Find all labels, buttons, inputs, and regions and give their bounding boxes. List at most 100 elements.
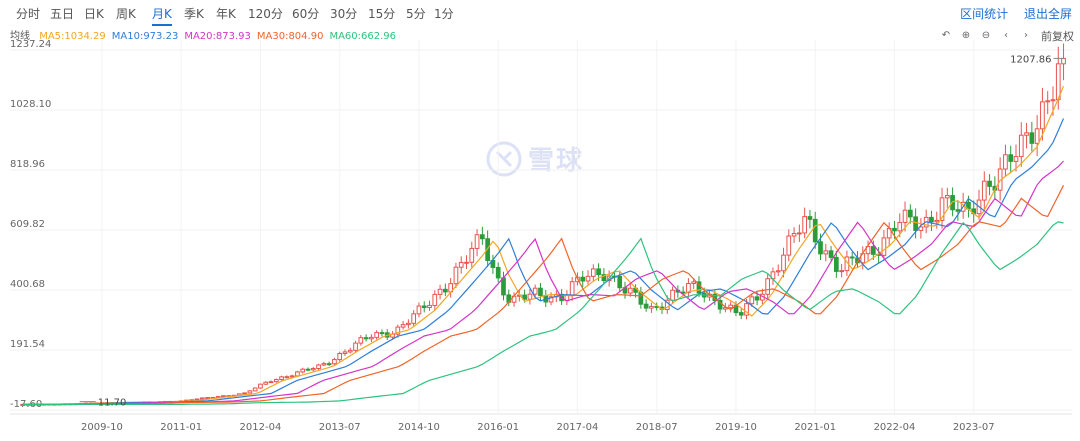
candle-body xyxy=(1013,156,1019,162)
candle-body xyxy=(1040,101,1045,130)
candle-body xyxy=(913,216,918,231)
candle-body xyxy=(643,303,649,309)
candle-body xyxy=(749,296,755,305)
candle-body xyxy=(834,256,839,272)
undo-icon[interactable]: ↶ xyxy=(941,30,951,41)
candle-body xyxy=(416,305,422,315)
x-tick-label: 2012-04 xyxy=(240,422,282,433)
candle-body xyxy=(1008,154,1014,162)
header-links: 区间统计 退出全屏 xyxy=(948,5,1072,22)
tab-4[interactable]: 月K xyxy=(152,5,172,26)
candle-body xyxy=(379,332,385,335)
candle-body xyxy=(252,387,258,392)
minus-icon[interactable]: ⊖ xyxy=(981,30,991,41)
candle-body xyxy=(453,266,459,285)
exit-fullscreen-link[interactable]: 退出全屏 xyxy=(1023,7,1072,21)
candle-body xyxy=(326,363,332,366)
tab-0[interactable]: 分时 xyxy=(16,7,41,21)
candle-body xyxy=(480,234,485,240)
candle-body xyxy=(849,256,855,259)
candle-body xyxy=(295,371,300,377)
ma-legend: 均线 MA5:1034.29 MA10:973.23 MA20:873.93 MA30… xyxy=(10,27,402,42)
candle-body xyxy=(369,336,374,340)
candle-body xyxy=(902,209,908,223)
candle-body xyxy=(406,322,411,326)
right-icon[interactable]: › xyxy=(1024,30,1028,41)
candle-body xyxy=(310,368,316,371)
candle-body xyxy=(548,296,554,303)
left-icon[interactable]: ‹ xyxy=(1004,30,1008,41)
tab-2[interactable]: 日K xyxy=(84,7,104,21)
tab-11[interactable]: 5分 xyxy=(406,7,426,21)
candle-body xyxy=(892,227,897,232)
ma-legend-item-2: MA20:873.93 xyxy=(184,31,251,42)
candle-body xyxy=(485,238,490,261)
candle-body xyxy=(522,294,527,300)
candle-body xyxy=(802,216,808,234)
candle-body xyxy=(1029,132,1035,144)
candle-body xyxy=(744,303,749,316)
candle-body xyxy=(263,381,269,385)
min-label: 11.70 xyxy=(98,398,127,409)
plus-icon[interactable]: ⊕ xyxy=(961,30,971,41)
candle-body xyxy=(929,216,934,223)
ma-legend-item-4: MA60:662.96 xyxy=(329,31,396,42)
candle-body xyxy=(289,375,295,378)
candle-body xyxy=(242,392,247,395)
candle-body xyxy=(823,250,829,255)
candle-body xyxy=(786,235,792,256)
candle-body xyxy=(649,305,654,309)
ma-line-MA60 xyxy=(22,221,1064,405)
tab-7[interactable]: 120分 xyxy=(248,7,283,21)
tab-1[interactable]: 五日 xyxy=(50,7,75,21)
candle-body xyxy=(374,332,380,338)
x-tick-label: 2009-10 xyxy=(81,422,123,433)
candle-body xyxy=(918,226,924,231)
candle-body xyxy=(797,232,802,235)
tab-3[interactable]: 周K xyxy=(116,7,136,21)
y-tick-label: 609.82 xyxy=(10,219,45,230)
range-stats-link[interactable]: 区间统计 xyxy=(960,7,1009,21)
y-tick-label: 1237.24 xyxy=(10,39,51,50)
candle-body xyxy=(1045,100,1051,103)
ma-legend-item-1: MA10:973.23 xyxy=(111,31,179,42)
candle-body xyxy=(538,287,543,297)
candle-body xyxy=(474,234,480,249)
ma-line-MA30 xyxy=(22,185,1065,405)
candle-body xyxy=(432,293,438,306)
tab-8[interactable]: 60分 xyxy=(292,7,320,21)
candle-body xyxy=(807,216,813,220)
x-tick-label: 2011-01 xyxy=(160,422,202,433)
candle-body xyxy=(342,351,348,354)
tab-9[interactable]: 30分 xyxy=(330,7,358,21)
candle-body xyxy=(955,209,961,212)
candle-body xyxy=(316,364,321,370)
tab-12[interactable]: 1分 xyxy=(434,7,454,21)
candle-body xyxy=(791,233,797,237)
candle-body xyxy=(691,281,697,284)
ma-legend-label: 均线 xyxy=(10,31,30,42)
tab-10[interactable]: 15分 xyxy=(368,7,396,21)
candle-body xyxy=(205,397,210,400)
y-tick-label: 1028.10 xyxy=(10,99,51,110)
candle-body xyxy=(828,250,834,258)
candle-body xyxy=(987,180,992,187)
candle-body xyxy=(590,268,596,277)
candle-body xyxy=(321,363,327,366)
candle-body xyxy=(754,296,760,301)
candle-body xyxy=(585,275,591,282)
price-adjust-button[interactable]: 前复权 xyxy=(1041,30,1074,43)
candle-body xyxy=(939,197,945,221)
candle-body xyxy=(580,276,586,282)
ma-line-MA20 xyxy=(22,160,1064,405)
candle-body xyxy=(443,288,448,293)
watermark-text: 雪球 xyxy=(528,146,585,176)
tab-5[interactable]: 季K xyxy=(184,7,204,21)
tab-6[interactable]: 年K xyxy=(216,7,236,21)
candle-body xyxy=(305,368,311,371)
x-tick-label: 2017-04 xyxy=(557,422,599,433)
candle-body xyxy=(728,304,734,309)
watermark: 雪球 xyxy=(486,140,584,177)
candle-body xyxy=(501,277,506,296)
